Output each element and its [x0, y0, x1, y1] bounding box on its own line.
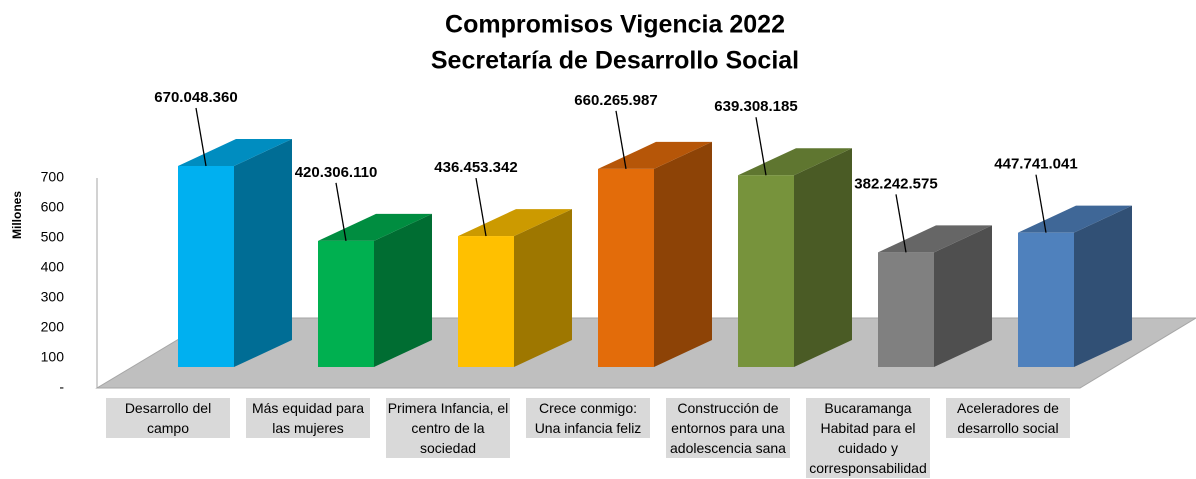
x-tick-label: Desarrollo del campo — [106, 398, 230, 438]
y-tick-label: 200 — [41, 319, 65, 335]
data-label: 420.306.110 — [295, 164, 378, 181]
bar-side — [654, 141, 712, 367]
leader-line — [615, 110, 627, 170]
x-tick-label: Crece conmigo: Una infancia feliz — [526, 398, 650, 438]
data-label: 382.242.575 — [854, 175, 937, 192]
x-tick-label: Bucaramanga Habitad para el cuidado y co… — [806, 398, 930, 478]
bar-side — [1074, 205, 1132, 367]
bar-top — [598, 141, 712, 169]
x-tick-label: Primera Infancia, el centro de la socied… — [386, 398, 510, 458]
leader-line — [755, 117, 767, 176]
bar-top — [878, 225, 992, 253]
leader-line — [195, 107, 207, 167]
data-label: 447.741.041 — [994, 156, 1077, 173]
leader-line — [475, 177, 487, 237]
x-tick-label: Construcción de entornos para una adoles… — [666, 398, 790, 458]
y-tick-label: 600 — [41, 199, 65, 215]
x-tick-label: Más equidad para las mujeres — [246, 398, 370, 438]
chart-subtitle: Secretaría de Desarrollo Social — [431, 47, 799, 75]
bar — [878, 252, 934, 367]
y-tick-label: 700 — [41, 169, 65, 185]
bar-side — [514, 209, 572, 367]
bar — [738, 175, 794, 367]
y-tick-label: 100 — [41, 349, 65, 365]
y-axis-label: Millones — [10, 191, 24, 239]
bar — [178, 165, 234, 367]
y-tick-label: 400 — [41, 259, 65, 275]
bar — [1018, 232, 1074, 367]
chart-title: Compromisos Vigencia 2022 — [445, 11, 785, 39]
bar — [318, 240, 374, 367]
bar-side — [934, 225, 992, 367]
data-label: 639.308.185 — [714, 98, 797, 115]
y-tick-label: 500 — [41, 229, 65, 245]
bar — [458, 236, 514, 367]
bar — [598, 168, 654, 367]
bar-side — [234, 138, 292, 367]
bar-side — [374, 213, 432, 367]
bar-top — [318, 213, 432, 241]
data-label: 670.048.360 — [154, 89, 237, 106]
leader-line — [1035, 174, 1047, 233]
y-tick-label: 300 — [41, 289, 65, 305]
bar-top — [738, 148, 852, 176]
data-label: 436.453.342 — [434, 159, 517, 176]
leader-line — [335, 182, 347, 242]
x-tick-label: Aceleradores de desarrollo social — [946, 398, 1070, 438]
data-label: 660.265.987 — [574, 92, 657, 109]
bar-top — [1018, 205, 1132, 233]
bar-top — [458, 209, 572, 237]
bar-side — [794, 148, 852, 367]
bar-top — [178, 138, 292, 166]
y-tick-label: - — [59, 379, 64, 395]
leader-line — [895, 194, 907, 253]
